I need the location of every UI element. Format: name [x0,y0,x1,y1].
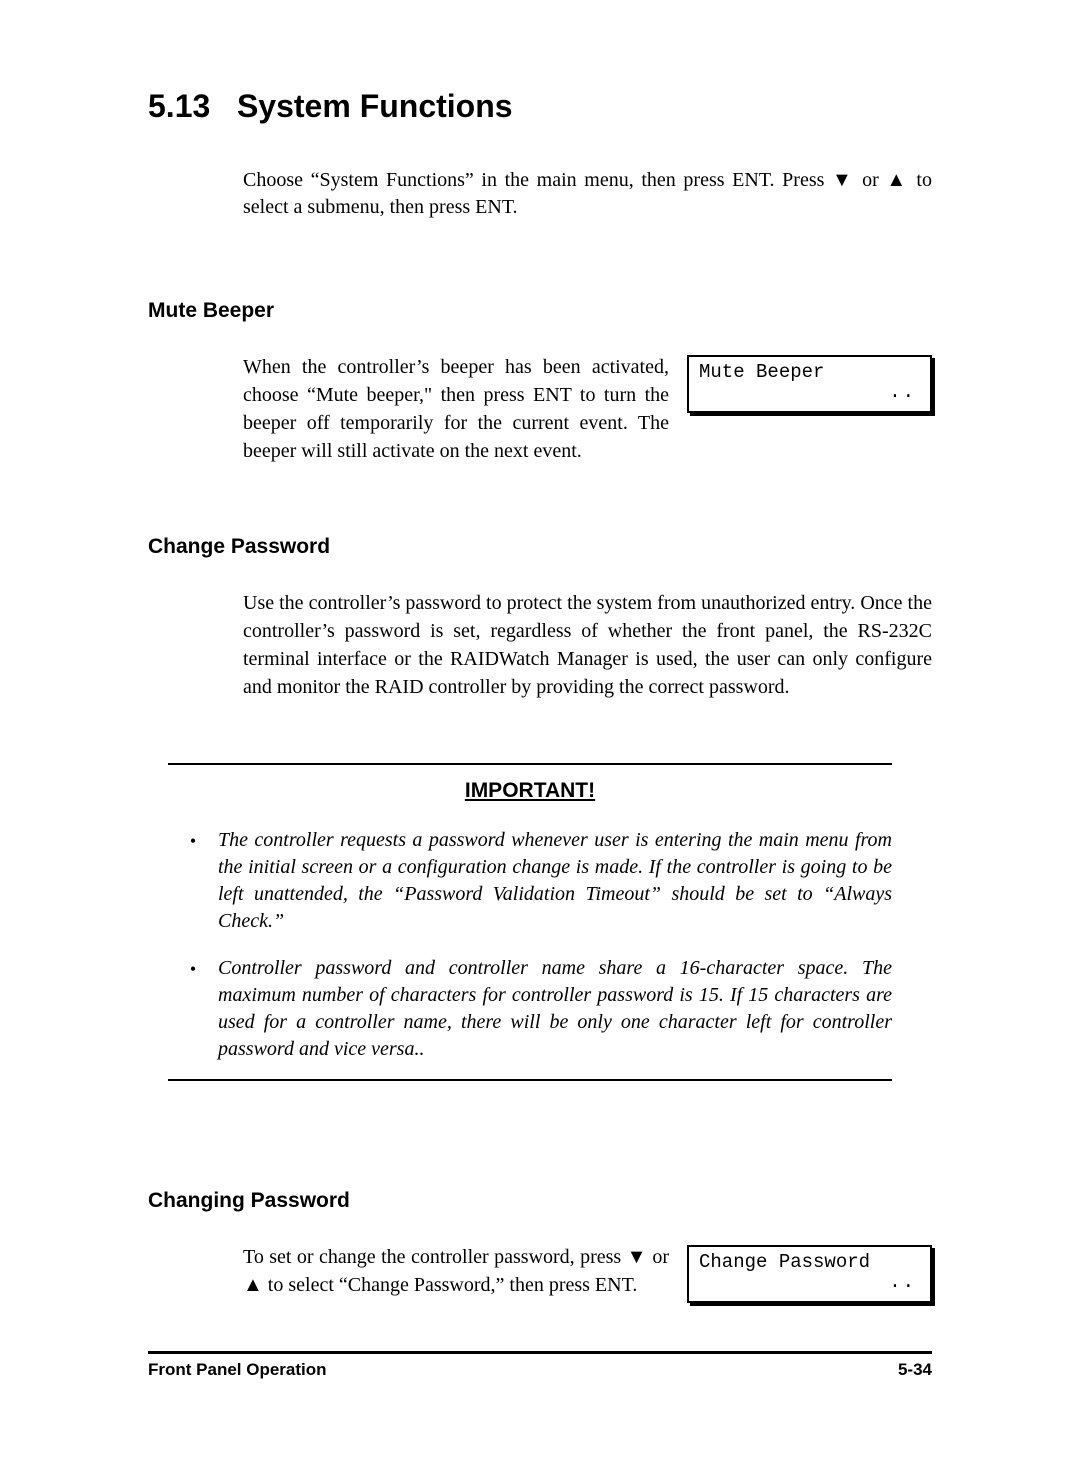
section-title-text: System Functions [237,88,513,124]
lcd-change-line1: Change Password [699,1251,920,1275]
important-bullet-2-text: Controller password and controller name … [218,955,892,1063]
bullet-icon: • [168,827,218,935]
change-password-body: Use the controller’s password to protect… [243,589,932,701]
important-bullet-list: • The controller requests a password whe… [168,827,892,1063]
important-block: IMPORTANT! • The controller requests a p… [168,763,892,1081]
section-title: 5.13 System Functions [148,88,932,125]
important-bullet-1: • The controller requests a password whe… [168,827,892,935]
footer-page-number: 5-34 [898,1360,932,1380]
lcd-change-dots: .. [889,1271,916,1295]
mute-beeper-lcd: Mute Beeper .. [687,355,932,413]
important-bullet-1-text: The controller requests a password whene… [218,827,892,935]
bullet-icon: • [168,955,218,1063]
footer-left-text: Front Panel Operation [148,1360,327,1380]
lcd-mute-line1: Mute Beeper [699,361,920,385]
change-password-lcd: Change Password .. [687,1245,932,1303]
change-password-heading: Change Password [148,535,932,559]
mute-beeper-heading: Mute Beeper [148,299,932,323]
changing-password-body: To set or change the controller password… [243,1243,687,1299]
important-title: IMPORTANT! [168,779,892,803]
intro-paragraph: Choose “System Functions” in the main me… [243,167,932,221]
page-footer: Front Panel Operation 5-34 [148,1351,932,1380]
mute-beeper-body: When the controller’s beeper has been ac… [243,353,687,465]
section-number: 5.13 [148,88,210,124]
footer-rule [148,1351,932,1354]
changing-password-heading: Changing Password [148,1189,932,1213]
lcd-mute-dots: .. [889,381,916,405]
important-bullet-2: • Controller password and controller nam… [168,955,892,1063]
